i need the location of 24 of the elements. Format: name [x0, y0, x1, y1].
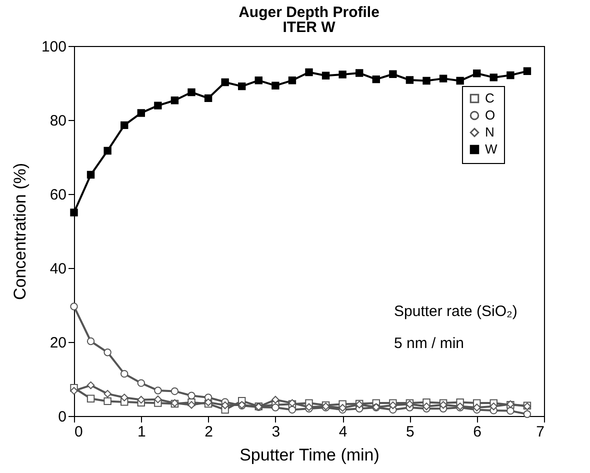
y-tick-label: 60 [50, 186, 66, 204]
annotation: Sputter rate (SiO₂) [394, 303, 518, 320]
chart-subtitle: ITER W [282, 19, 336, 36]
y-tick-label: 40 [50, 260, 66, 278]
legend-label: N [485, 124, 494, 140]
x-tick-label: 1 [137, 424, 146, 440]
x-tick-label: 2 [204, 424, 213, 440]
x-tick-label: 6 [473, 424, 482, 440]
chart-title: Auger Depth Profile [238, 4, 380, 21]
x-tick-label: 0 [74, 424, 83, 440]
x-tick-label: 7 [536, 424, 544, 440]
legend-label: O [485, 108, 496, 122]
y-tick-label: 100 [41, 38, 66, 56]
y-axis-title: Concentration (%) [10, 162, 30, 300]
x-tick-label: 3 [272, 424, 280, 440]
legend-label: C [485, 90, 494, 106]
y-tick-label: 0 [58, 408, 66, 426]
y-tick-label: 20 [50, 334, 66, 352]
legend-label: W [485, 142, 498, 156]
x-tick-label: 4 [338, 424, 348, 440]
x-axis-title: Sputter Time (min) [240, 446, 380, 464]
annotation: 5 nm / min [394, 335, 464, 352]
x-tick-label: 5 [406, 424, 414, 440]
y-tick-label: 80 [50, 112, 66, 130]
